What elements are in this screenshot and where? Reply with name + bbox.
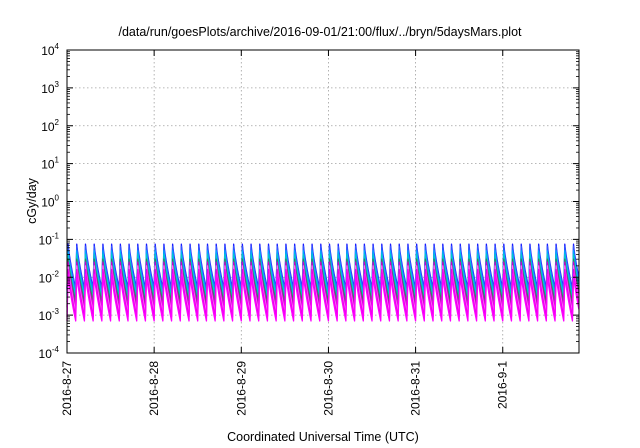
x-tick-label: 2016-8-28 (147, 361, 161, 416)
series-line (66, 268, 580, 318)
y-tick-label: 10-2 (39, 269, 60, 285)
series-line (66, 273, 580, 322)
y-tick-label: 10-4 (39, 345, 60, 361)
plot-frame (66, 49, 580, 354)
x-tick-labels: 2016-8-27 2016-8-28 2016-8-29 2016-8-30 2016… (60, 50, 510, 416)
y-tick-label: 100 (41, 194, 59, 210)
series-layer (66, 243, 580, 322)
x-tick-label: 2016-8-31 (409, 361, 423, 416)
y-tick-label: 101 (41, 156, 59, 172)
y-tick-label: 104 (41, 42, 59, 58)
y-tick-label: 10-3 (39, 307, 60, 323)
y-tick-label: 10-1 (39, 231, 60, 247)
chart-title: /data/run/goesPlots/archive/2016-09-01/2… (118, 25, 522, 39)
y-tick-labels: 10-4 10-3 10-2 10-1 100 101 102 103 104 (39, 42, 579, 361)
x-tick-label: 2016-8-30 (321, 361, 335, 416)
series-line (66, 245, 580, 292)
x-tick-label: 2016-8-27 (60, 361, 74, 416)
x-tick-label: 2016-8-29 (234, 361, 248, 416)
y-tick-label: 102 (41, 118, 59, 134)
y-axis-label: cGy/day (25, 177, 39, 224)
y-tick-label: 103 (41, 80, 59, 96)
x-tick-label: 2016-9-1 (496, 361, 510, 409)
series-line (66, 253, 580, 299)
x-axis-label: Coordinated Universal Time (UTC) (227, 430, 419, 444)
